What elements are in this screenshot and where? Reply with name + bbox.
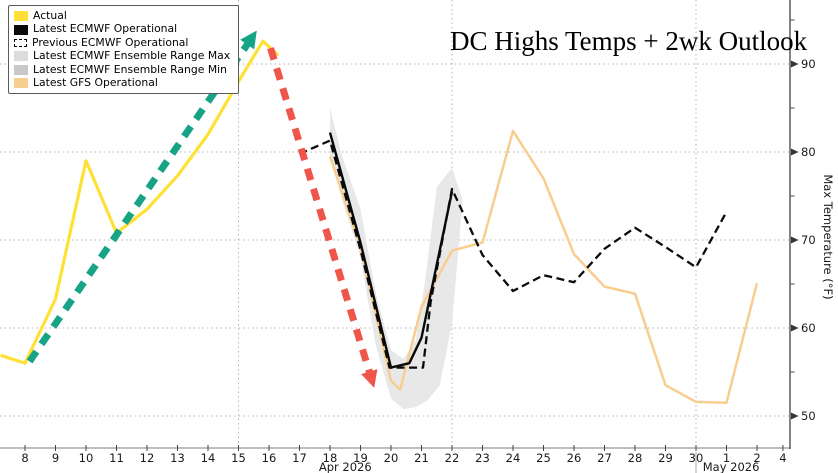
y-tick-arrow [791,412,799,420]
previous-ecmwf-swatch [14,39,27,48]
legend-label: Actual [33,9,67,22]
y-tick-label: 60 [801,321,816,335]
x-tick-label: 1 [723,451,730,465]
y-tick-arrow [791,236,799,244]
latest-ecmwf-swatch [14,24,28,35]
legend: Actual Latest ECMWF Operational Previous E… [8,5,240,95]
legend-item-gfs: Latest GFS Operational [14,76,230,90]
x-tick-label: 11 [109,451,124,465]
x-tick-label: 22 [445,451,460,465]
series-latest-ecmwf-line [328,132,454,369]
y-tick-label: 70 [801,233,816,247]
x-tick-label: 15 [231,451,246,465]
x-tick-label: 23 [475,451,490,465]
chart-title: DC Highs Temps + 2wk Outlook [450,26,808,56]
warming-trend-arrow-head [240,30,257,50]
y-tick-label: 50 [801,409,816,423]
x-tick-label: 9 [52,451,59,465]
x-tick-label: 10 [79,451,94,465]
series-gfs-line [328,129,759,405]
x-tick-label: 28 [628,451,643,465]
legend-label: Latest GFS Operational [33,76,158,90]
y-tick-label: 80 [801,145,816,159]
x-tick-label: 17 [292,451,307,465]
x-tick-label: 8 [21,451,28,465]
legend-item-latest-ecmwf: Latest ECMWF Operational [14,22,230,36]
x-tick-label: 18 [323,451,338,465]
x-tick-label: 29 [658,451,673,465]
series-actual-line [0,39,280,365]
series-previous-ecmwf-line [299,139,728,369]
x-tick-label: 4 [779,451,786,465]
legend-label: Latest ECMWF Ensemble Range Max [33,49,231,63]
legend-item-ensemble-range-min: Latest ECMWF Ensemble Range Min [14,62,230,76]
y-tick-label: 90 [801,57,816,71]
ensemble-range-min-swatch [14,64,28,75]
x-tick-label: 19 [353,451,368,465]
x-tick-label: 26 [567,451,582,465]
cooling-trend-arrow [267,47,374,375]
x-tick-label: 13 [170,451,185,465]
actual-swatch [14,11,28,22]
x-tick-label: 25 [536,451,551,465]
y-axis-label: Max Temperature (°F) [821,174,835,299]
legend-label: Previous ECMWF Operational [32,35,189,49]
x-tick-label: 30 [689,451,704,465]
legend-item-previous-ecmwf: Previous ECMWF Operational [14,35,230,49]
y-tick-arrow [791,60,799,68]
y-tick-arrow [791,148,799,156]
x-tick-label: 20 [384,451,399,465]
month-label: May 2026 [703,460,760,473]
x-tick-label: 24 [506,451,521,465]
month-label: Apr 2026 [319,460,372,473]
legend-label: Latest ECMWF Operational [33,22,178,36]
x-tick-label: 12 [140,451,155,465]
x-tick-label: 21 [414,451,429,465]
x-tick-label: 16 [262,451,277,465]
legend-item-actual: Actual [14,9,230,22]
ensemble-range-max-swatch [14,51,28,62]
x-tick-label: 14 [201,451,216,465]
gfs-swatch [14,78,28,89]
cooling-trend-arrow-head [361,369,378,388]
x-tick-label: 2 [753,451,760,465]
warming-trend-arrow [26,40,252,364]
legend-item-ensemble-range-max: Latest ECMWF Ensemble Range Max [14,49,231,63]
x-tick-label: 27 [597,451,612,465]
legend-label: Latest ECMWF Ensemble Range Min [33,62,227,76]
ensemble-range-band [330,108,463,409]
y-tick-arrow [791,324,799,332]
